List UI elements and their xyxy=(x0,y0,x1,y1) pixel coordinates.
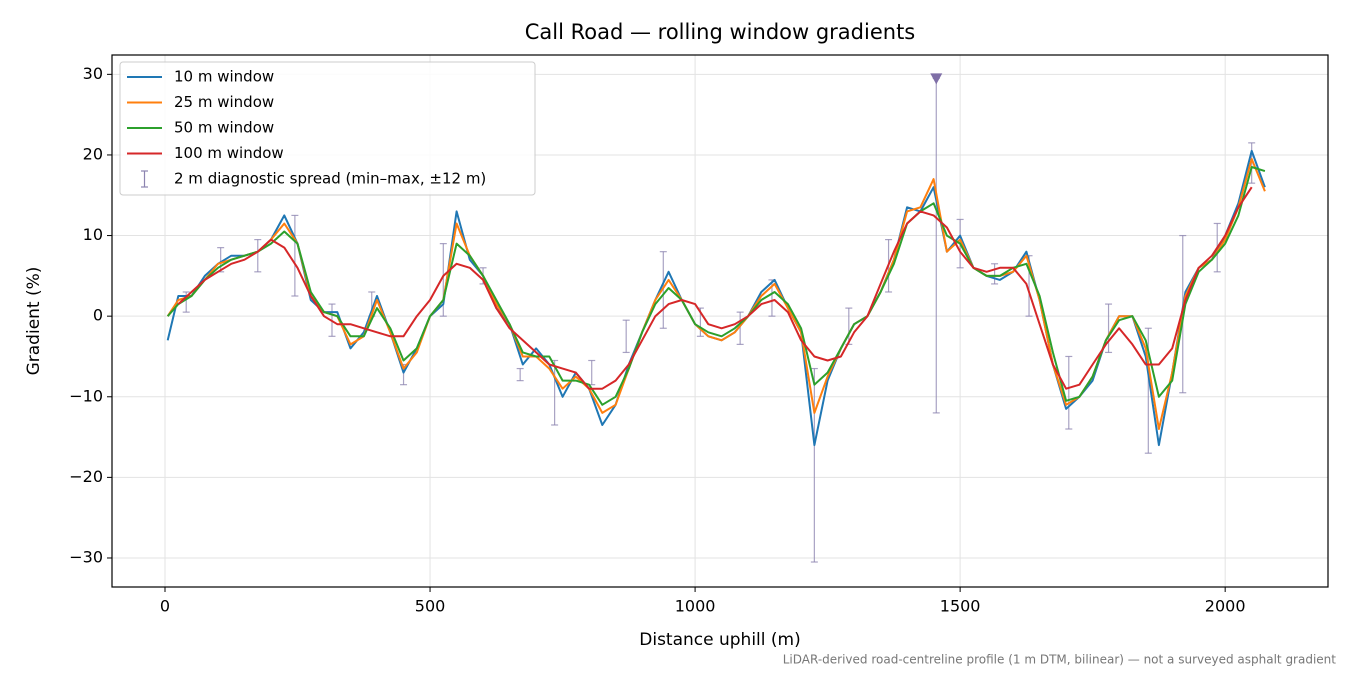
y-tick-label: 30 xyxy=(83,64,103,83)
clip-marker xyxy=(930,73,943,85)
y-tick-label: 20 xyxy=(83,144,103,163)
series-line xyxy=(177,186,1253,390)
y-tick-label: 0 xyxy=(93,306,103,325)
y-tick-label: −20 xyxy=(69,467,103,486)
series-line xyxy=(166,166,1266,406)
legend-box xyxy=(119,61,536,196)
x-tick-label: 2000 xyxy=(1205,597,1246,616)
x-tick-label: 1000 xyxy=(675,597,716,616)
legend-label: 2 m diagnostic spread (min–max, ±12 m) xyxy=(174,170,486,188)
y-tick-label: −30 xyxy=(69,547,103,566)
chart-title: Call Road — rolling window gradients xyxy=(525,20,916,44)
x-tick-label: 1500 xyxy=(940,597,981,616)
y-axis-label: Gradient (%) xyxy=(24,267,44,376)
x-tick-label: 0 xyxy=(160,597,170,616)
legend-label: 50 m window xyxy=(174,119,274,137)
y-tick-label: 10 xyxy=(83,225,103,244)
legend-label: 25 m window xyxy=(174,93,274,111)
plot-area xyxy=(166,77,1266,563)
x-axis-label: Distance uphill (m) xyxy=(639,630,800,650)
legend-label: 100 m window xyxy=(174,144,284,162)
y-tick-label: −10 xyxy=(69,386,103,405)
footnote: LiDAR-derived road-centreline profile (1… xyxy=(783,653,1337,667)
x-tick-label: 500 xyxy=(415,597,446,616)
axes-frame xyxy=(111,54,1329,588)
legend-label: 10 m window xyxy=(174,68,274,86)
